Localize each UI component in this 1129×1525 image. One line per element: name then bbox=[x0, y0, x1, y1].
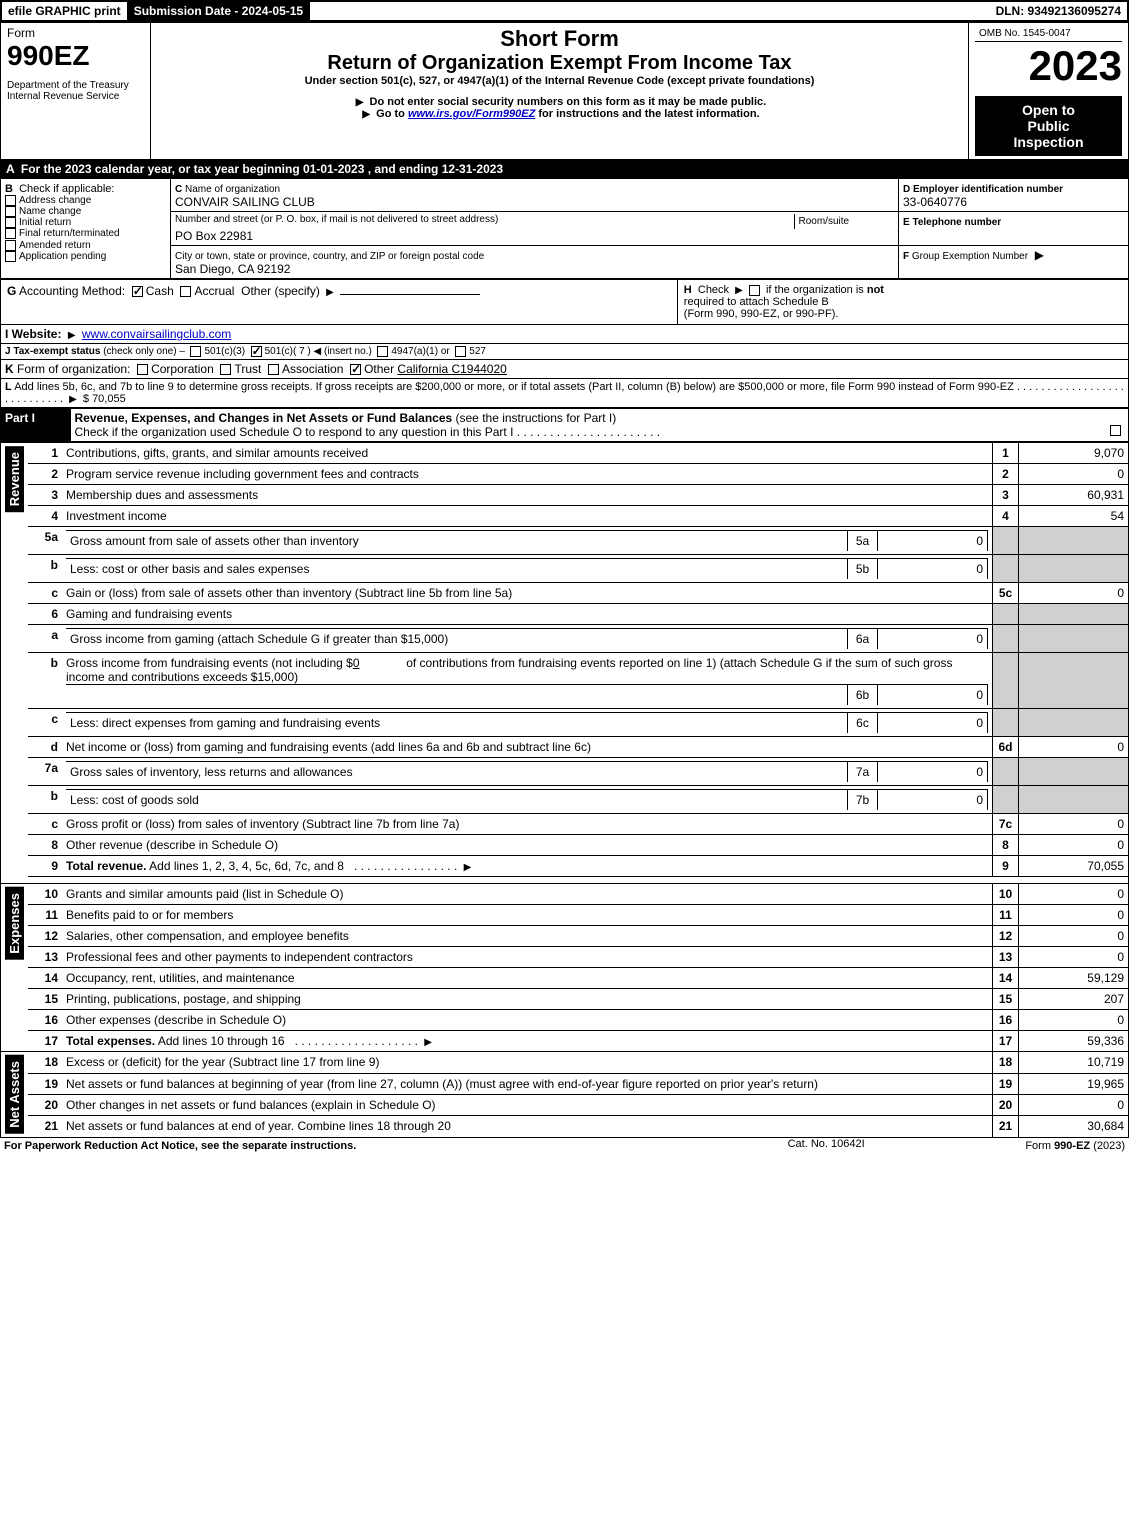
arrow-icon bbox=[353, 96, 367, 108]
efile-label: efile GRAPHIC print bbox=[2, 2, 127, 20]
label-group-exemption: Group Exemption Number bbox=[912, 251, 1028, 262]
line-j: J Tax-exempt status (check only one) ‒ 5… bbox=[0, 344, 1129, 360]
netassets-tab: Net Assets bbox=[5, 1055, 24, 1134]
checkbox-address-change[interactable] bbox=[5, 195, 16, 206]
main-title: Return of Organization Exempt From Incom… bbox=[157, 52, 962, 75]
line-i: I Website: www.convairsailingclub.com bbox=[0, 325, 1129, 344]
other-org-value: California C1944020 bbox=[397, 362, 506, 376]
checkbox-4947[interactable] bbox=[377, 346, 388, 357]
checkbox-trust[interactable] bbox=[220, 364, 231, 375]
arrow-icon: ▶ bbox=[1035, 248, 1044, 262]
part1-table: Revenue 1Contributions, gifts, grants, a… bbox=[0, 442, 1129, 1138]
omb-number: OMB No. 1545-0047 bbox=[975, 26, 1122, 42]
arrow-icon bbox=[732, 284, 746, 296]
dln: DLN: 93492136095274 bbox=[990, 2, 1127, 20]
arrow-icon bbox=[461, 859, 475, 873]
gh-block: G Accounting Method: Cash Accrual Other … bbox=[0, 279, 1129, 325]
form-word: Form bbox=[7, 26, 144, 40]
ssn-note: Do not enter social security numbers on … bbox=[370, 96, 767, 108]
dept-irs: Internal Revenue Service bbox=[7, 91, 144, 102]
part1-hint: (see the instructions for Part I) bbox=[456, 411, 617, 425]
checkbox-initial-return[interactable] bbox=[5, 217, 16, 228]
part1-check-text: Check if the organization used Schedule … bbox=[75, 425, 514, 439]
label-room: Room/suite bbox=[794, 214, 894, 229]
revenue-tab: Revenue bbox=[5, 446, 24, 512]
arrow-icon bbox=[66, 393, 80, 405]
arrow-icon bbox=[323, 284, 337, 298]
checkbox-assoc[interactable] bbox=[268, 364, 279, 375]
goto-link[interactable]: www.irs.gov/Form990EZ bbox=[408, 108, 535, 120]
city-value: San Diego, CA 92192 bbox=[175, 262, 290, 276]
label-org-name: Name of organization bbox=[185, 184, 280, 195]
arrow-icon bbox=[65, 327, 79, 341]
paperwork-notice: For Paperwork Reduction Act Notice, see … bbox=[0, 1138, 746, 1154]
page-footer: For Paperwork Reduction Act Notice, see … bbox=[0, 1138, 1129, 1154]
arrow-icon bbox=[421, 1034, 435, 1048]
box-b-title: Check if applicable: bbox=[19, 183, 114, 195]
checkbox-part1[interactable] bbox=[1110, 425, 1121, 436]
label-street: Number and street (or P. O. box, if mail… bbox=[175, 214, 794, 229]
gross-receipts: $ 70,055 bbox=[83, 393, 126, 405]
website-link[interactable]: www.convairsailingclub.com bbox=[82, 327, 231, 341]
part1-title: Revenue, Expenses, and Changes in Net As… bbox=[75, 411, 453, 425]
under-section: Under section 501(c), 527, or 4947(a)(1)… bbox=[157, 75, 962, 87]
entity-block: B Check if applicable: Address change Na… bbox=[0, 178, 1129, 279]
label-phone: Telephone number bbox=[912, 217, 1001, 228]
expenses-tab: Expenses bbox=[5, 887, 24, 960]
label-ein: Employer identification number bbox=[913, 184, 1063, 195]
checkbox-501c3[interactable] bbox=[190, 346, 201, 357]
line-1-text: Contributions, gifts, grants, and simila… bbox=[62, 443, 993, 464]
ein-value: 33-0640776 bbox=[903, 195, 967, 209]
form-header: Form 990EZ Department of the Treasury In… bbox=[0, 22, 1129, 160]
dept-treasury: Department of the Treasury bbox=[7, 80, 144, 91]
checkbox-accrual[interactable] bbox=[180, 286, 191, 297]
goto-tail: for instructions and the latest informat… bbox=[538, 108, 759, 120]
checkbox-cash[interactable] bbox=[132, 286, 143, 297]
label-accounting: Accounting Method: bbox=[19, 284, 125, 298]
street-value: PO Box 22981 bbox=[175, 229, 253, 243]
checkbox-501c[interactable] bbox=[251, 346, 262, 357]
submission-date: Submission Date - 2024-05-15 bbox=[127, 2, 310, 20]
checkbox-name-change[interactable] bbox=[5, 206, 16, 217]
line-1-amount: 9,070 bbox=[1019, 443, 1129, 464]
org-name: CONVAIR SAILING CLUB bbox=[175, 195, 315, 209]
part1-header: Part I Revenue, Expenses, and Changes in… bbox=[0, 408, 1129, 442]
form-ref: 990-EZ bbox=[1054, 1140, 1090, 1152]
line-k: K Form of organization: Corporation Trus… bbox=[0, 360, 1129, 379]
checkbox-527[interactable] bbox=[455, 346, 466, 357]
checkbox-final-return[interactable] bbox=[5, 228, 16, 239]
checkbox-application-pending[interactable] bbox=[5, 251, 16, 262]
checkbox-other[interactable] bbox=[350, 364, 361, 375]
line-l: L Add lines 5b, 6c, and 7b to line 9 to … bbox=[0, 379, 1129, 408]
label-city: City or town, state or province, country… bbox=[175, 251, 484, 262]
cat-no: Cat. No. 10642I bbox=[746, 1138, 906, 1154]
checkbox-amended[interactable] bbox=[5, 240, 16, 251]
arrow-icon bbox=[359, 108, 373, 120]
top-bar: efile GRAPHIC print Submission Date - 20… bbox=[0, 0, 1129, 22]
checkbox-h[interactable] bbox=[749, 285, 760, 296]
tax-year: 2023 bbox=[975, 42, 1122, 90]
checkbox-corp[interactable] bbox=[137, 364, 148, 375]
open-public-box: Open to Public Inspection bbox=[975, 96, 1122, 156]
form-number: 990EZ bbox=[7, 40, 144, 72]
short-form-title: Short Form bbox=[157, 26, 962, 52]
goto-label: Go to bbox=[376, 108, 405, 120]
line-a: A For the 2023 calendar year, or tax yea… bbox=[0, 160, 1129, 178]
